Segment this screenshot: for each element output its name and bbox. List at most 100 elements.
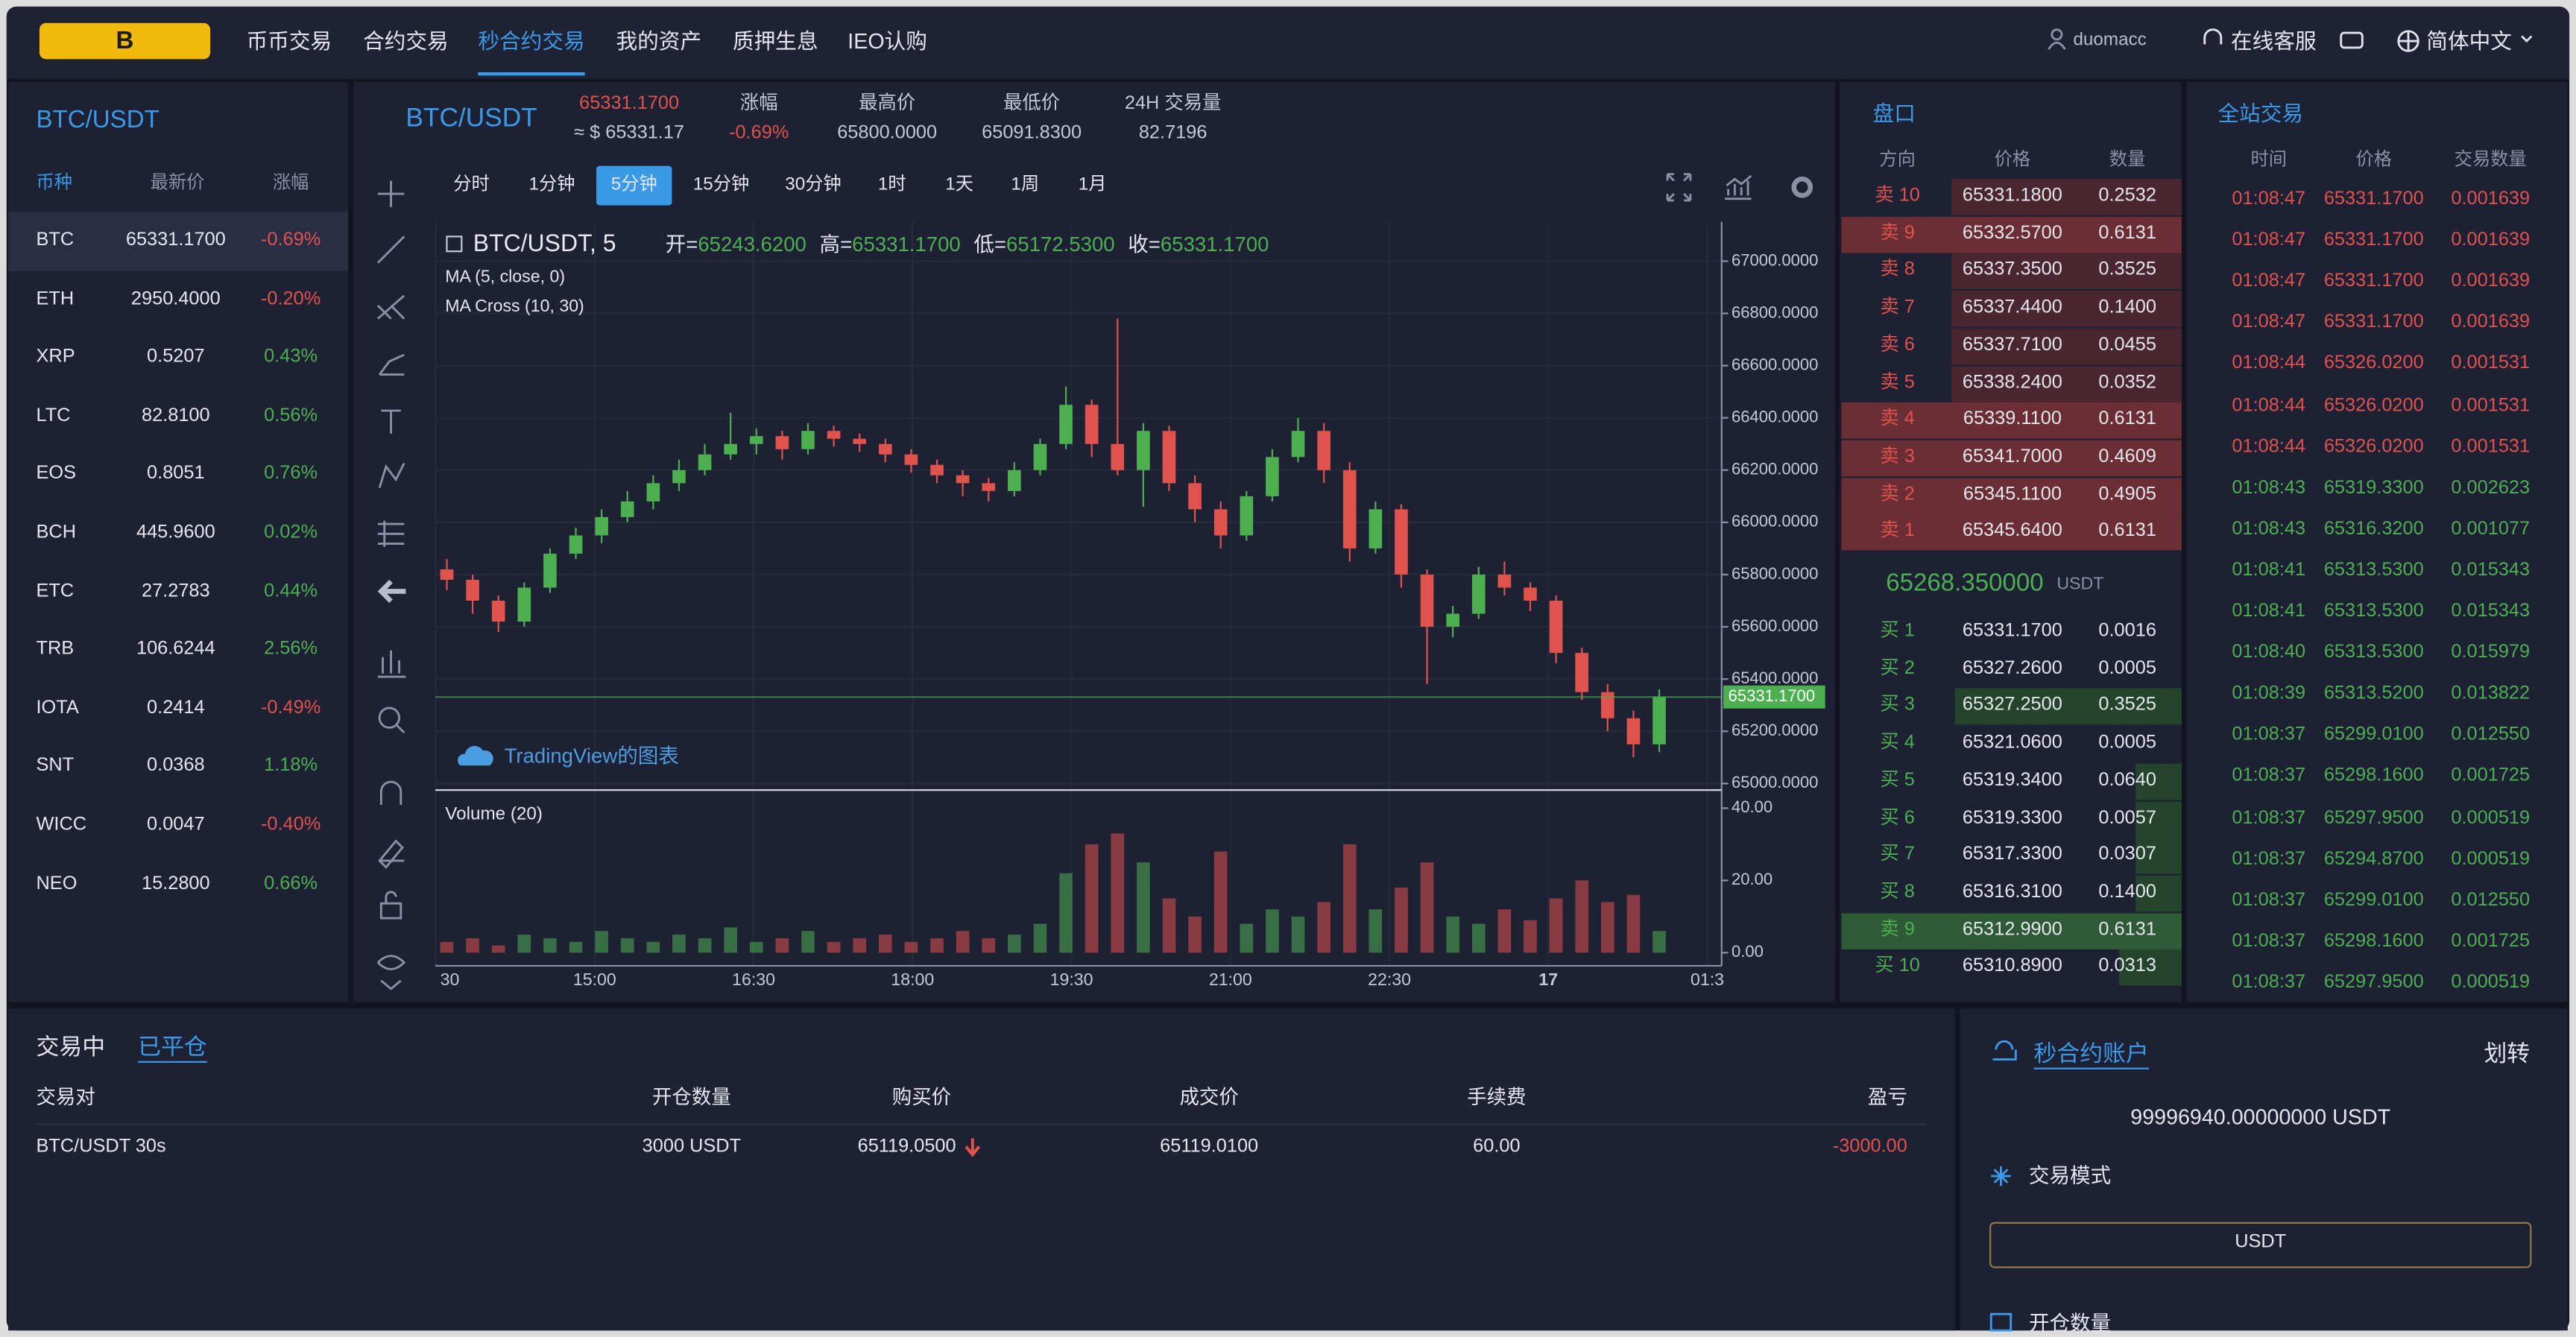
market-price[interactable]: 2950.4000: [130, 288, 221, 309]
market-symbol[interactable]: NEO: [36, 873, 78, 894]
interval-button[interactable]: 1月: [1078, 174, 1107, 195]
bid-price[interactable]: 65317.3300: [1962, 844, 2062, 865]
ask-side[interactable]: 卖 8: [1880, 260, 1915, 281]
ask-amount[interactable]: 0.0455: [2098, 335, 2156, 355]
ask-amount[interactable]: 0.1400: [2098, 297, 2156, 318]
ask-side[interactable]: 卖 9: [1880, 223, 1915, 244]
bid-price[interactable]: 65319.3300: [1962, 807, 2062, 828]
account-title[interactable]: 秒合约账户: [2033, 1040, 2149, 1066]
logo-text[interactable]: B: [116, 27, 134, 55]
market-symbol[interactable]: SNT: [36, 756, 75, 777]
bid-side[interactable]: 买 10: [1875, 956, 1920, 977]
market-price[interactable]: 65331.1700: [125, 230, 226, 250]
orders-tab[interactable]: 交易中: [36, 1033, 106, 1060]
bid-price[interactable]: 65327.2500: [1962, 695, 2062, 716]
ask-amount[interactable]: 0.3525: [2098, 260, 2156, 281]
market-change[interactable]: 0.56%: [264, 405, 318, 426]
market-price[interactable]: 0.2414: [147, 698, 205, 718]
interval-button[interactable]: 1天: [945, 174, 974, 195]
bid-amount[interactable]: 0.0313: [2098, 956, 2156, 977]
market-row-active[interactable]: [8, 212, 349, 271]
bid-amount[interactable]: 0.0307: [2098, 844, 2156, 865]
market-symbol[interactable]: ETH: [36, 288, 75, 309]
market-price[interactable]: 0.8051: [147, 464, 205, 484]
market-symbol[interactable]: TRB: [36, 639, 75, 660]
language-select[interactable]: 简体中文: [2426, 28, 2512, 54]
bid-amount[interactable]: 0.0016: [2098, 621, 2156, 642]
bid-amount[interactable]: 0.0005: [2098, 733, 2156, 753]
ask-price[interactable]: 65345.1100: [1963, 484, 2062, 505]
nav-item[interactable]: 币币交易: [246, 28, 332, 54]
ask-price[interactable]: 65337.7100: [1962, 335, 2062, 355]
market-price[interactable]: 445.9600: [136, 522, 215, 543]
bid-side[interactable]: 买 5: [1880, 770, 1915, 791]
ask-amount[interactable]: 0.4609: [2098, 446, 2156, 467]
interval-button[interactable]: 1时: [877, 174, 906, 195]
bid-amount[interactable]: 0.0057: [2098, 807, 2156, 828]
nav-item[interactable]: IEO认购: [847, 28, 927, 54]
bid-amount[interactable]: 0.6131: [2098, 919, 2156, 940]
ask-price[interactable]: 65331.1800: [1962, 186, 2062, 206]
ask-amount[interactable]: 0.6131: [2098, 223, 2156, 244]
ask-side[interactable]: 卖 4: [1880, 409, 1915, 430]
bid-price[interactable]: 65316.3100: [1962, 882, 2062, 903]
ask-price[interactable]: 65338.2400: [1962, 372, 2062, 393]
bid-price[interactable]: 65327.2600: [1962, 658, 2062, 679]
nav-item[interactable]: 秒合约交易: [478, 28, 585, 54]
market-symbol[interactable]: WICC: [36, 815, 87, 835]
bid-side[interactable]: 买 8: [1880, 882, 1915, 903]
ask-price[interactable]: 65337.4400: [1962, 297, 2062, 318]
ask-price[interactable]: 65332.5700: [1962, 223, 2062, 244]
bid-side[interactable]: 买 3: [1880, 695, 1915, 716]
ask-side[interactable]: 卖 7: [1880, 297, 1915, 318]
market-change[interactable]: -0.40%: [260, 815, 321, 835]
nav-item[interactable]: 合约交易: [363, 28, 449, 54]
user-name[interactable]: duomacc: [2073, 30, 2147, 51]
market-price[interactable]: 0.0047: [147, 815, 205, 835]
ask-price[interactable]: 65345.6400: [1962, 521, 2062, 542]
ask-amount[interactable]: 0.6131: [2098, 409, 2156, 430]
nav-item[interactable]: 质押生息: [732, 28, 818, 54]
logo[interactable]: [39, 22, 211, 60]
market-symbol[interactable]: BCH: [36, 522, 77, 543]
market-price[interactable]: 0.0368: [147, 756, 205, 777]
ask-amount[interactable]: 0.0352: [2098, 372, 2156, 393]
market-change[interactable]: 0.43%: [264, 347, 318, 367]
market-change[interactable]: -0.69%: [260, 230, 321, 250]
service-link[interactable]: 在线客服: [2231, 28, 2317, 54]
bid-side[interactable]: 买 1: [1880, 621, 1915, 642]
interval-active[interactable]: [596, 165, 672, 206]
ask-side[interactable]: 卖 6: [1880, 335, 1915, 355]
mode-value[interactable]: USDT: [2235, 1232, 2287, 1252]
interval-button[interactable]: 30分钟: [785, 174, 842, 195]
market-symbol[interactable]: ETC: [36, 581, 75, 601]
ask-amount[interactable]: 0.2532: [2098, 186, 2156, 206]
market-change[interactable]: 0.76%: [264, 464, 318, 484]
bid-amount[interactable]: 0.1400: [2098, 882, 2156, 903]
market-change[interactable]: 2.56%: [264, 639, 318, 660]
market-change[interactable]: -0.20%: [260, 288, 321, 309]
bid-price[interactable]: 65321.0600: [1962, 733, 2062, 753]
market-symbol[interactable]: LTC: [36, 405, 71, 426]
bid-side[interactable]: 买 6: [1880, 807, 1915, 828]
bid-side[interactable]: 买 7: [1880, 844, 1915, 865]
bid-price[interactable]: 65312.9900: [1962, 919, 2062, 940]
bid-side[interactable]: 买 4: [1880, 733, 1915, 753]
ask-side[interactable]: 卖 2: [1880, 484, 1915, 505]
market-change[interactable]: 0.44%: [264, 581, 318, 601]
ask-price[interactable]: 65337.3500: [1962, 260, 2062, 281]
bid-side[interactable]: 卖 9: [1880, 919, 1915, 940]
interval-button[interactable]: 1分钟: [528, 174, 575, 195]
mode-select[interactable]: [1989, 1221, 2532, 1268]
bid-price[interactable]: 65319.3400: [1962, 770, 2062, 791]
market-symbol[interactable]: EOS: [36, 464, 77, 484]
interval-button[interactable]: 5分钟: [610, 174, 657, 195]
market-price[interactable]: 15.2800: [142, 873, 210, 894]
market-change[interactable]: 1.18%: [264, 756, 318, 777]
transfer-button[interactable]: 划转: [2484, 1040, 2531, 1066]
ask-side[interactable]: 卖 1: [1880, 521, 1915, 542]
market-price[interactable]: 106.6244: [136, 639, 215, 660]
interval-button[interactable]: 分时: [453, 174, 490, 195]
ask-price[interactable]: 65339.1100: [1963, 409, 2062, 430]
ask-amount[interactable]: 0.4905: [2098, 484, 2156, 505]
